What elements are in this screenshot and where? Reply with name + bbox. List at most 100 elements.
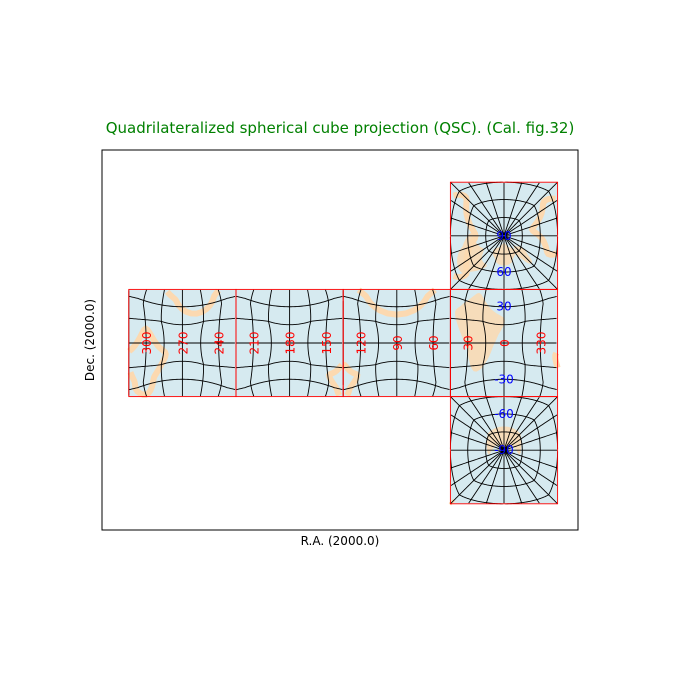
longitude-label: 120: [355, 332, 369, 355]
parallel-line: [235, 360, 343, 369]
meridian-line: [450, 432, 504, 451]
longitude-label: 30: [462, 335, 476, 350]
meridian-line: [504, 235, 558, 272]
meridian-line: [503, 182, 523, 236]
parallel-line: [235, 378, 343, 391]
longitude-label: 330: [534, 332, 548, 355]
land-patch: [457, 232, 487, 274]
meridian-line: [450, 396, 504, 451]
meridian-line: [504, 396, 540, 450]
parallel-line: [503, 317, 557, 326]
parallel-line: [485, 431, 523, 469]
meridian-line: [450, 235, 504, 272]
meridian-line: [504, 235, 558, 290]
land-patch: [528, 195, 558, 258]
meridian-line: [468, 182, 504, 236]
parallel-line: [128, 317, 235, 326]
meridian-line: [504, 235, 558, 254]
latitude-label: 60: [496, 265, 511, 279]
meridian-line: [450, 450, 504, 486]
meridian-line: [504, 450, 540, 504]
chart-title: Quadrilateralized spherical cube project…: [106, 119, 575, 137]
parallel-line: [467, 413, 541, 487]
parallel-line: [467, 199, 541, 273]
land-patch: [452, 191, 459, 199]
meridian-line: [450, 449, 504, 469]
meridian-line: [504, 450, 558, 486]
meridian-line: [504, 200, 558, 236]
parallel-line: [235, 317, 343, 326]
face-borders: [128, 181, 559, 505]
parallel-line: [343, 360, 450, 369]
latitude-label: -60: [494, 407, 514, 421]
meridian-line: [450, 235, 504, 254]
meridian-line: [504, 182, 558, 236]
meridian-line: [485, 236, 505, 290]
meridian-line: [504, 414, 558, 451]
meridian-line: [504, 450, 558, 504]
parallel-line: [503, 296, 557, 308]
graticule-labels: 300 270 240 210 180 150 120 90 60 30 0 3306030-30-6…: [140, 229, 548, 457]
parallel-line: [485, 217, 523, 255]
meridian-line: [504, 236, 540, 290]
longitude-label: 270: [176, 332, 190, 355]
parallel-line: [505, 236, 559, 290]
meridian-line: [504, 396, 558, 451]
x-axis-label: R.A. (2000.0): [301, 534, 380, 548]
land-patch: [552, 351, 561, 369]
parallel-line: [343, 378, 450, 391]
meridian-line: [504, 449, 558, 469]
meridian-line: [504, 217, 558, 237]
parallel-line: [505, 451, 559, 505]
parallel-line: [450, 317, 505, 326]
meridian-line: [485, 450, 505, 504]
parallel-line: [505, 181, 559, 235]
parallel-line: [449, 396, 503, 450]
parallel-line: [128, 378, 236, 391]
meridian-line: [450, 414, 504, 451]
meridian-line: [468, 236, 504, 290]
parallel-line: [505, 396, 559, 450]
longitude-label: 180: [284, 332, 298, 355]
meridian-line: [503, 450, 523, 504]
parallel-line: [235, 295, 343, 308]
meridian-line: [503, 396, 523, 450]
longitude-label: 150: [320, 332, 334, 355]
longitude-label: 300: [140, 332, 154, 355]
meridian-line: [450, 235, 504, 290]
parallel-line: [503, 360, 557, 369]
graticule: [128, 181, 559, 505]
meridian-line: [504, 182, 540, 236]
parallel-line: [128, 360, 235, 369]
longitude-label: 240: [213, 332, 227, 355]
parallel-line: [343, 295, 450, 308]
meridian-line: [485, 396, 505, 450]
meridian-line: [468, 396, 504, 450]
longitude-label: 90: [391, 335, 405, 350]
meridian-line: [468, 450, 504, 504]
parallel-line: [449, 181, 503, 235]
parallel-line: [449, 236, 503, 290]
meridian-line: [450, 200, 504, 236]
land-patch: [165, 288, 221, 317]
meridian-line: [503, 236, 523, 290]
meridian-line: [450, 450, 504, 504]
latitude-label: 30: [496, 300, 511, 314]
longitude-label: 60: [427, 335, 441, 350]
latitude-label: -30: [494, 372, 514, 386]
parallel-line: [503, 378, 557, 390]
longitude-label: 210: [247, 332, 261, 355]
land-patch: [326, 362, 345, 383]
parallel-line: [343, 317, 450, 326]
y-axis-label: Dec. (2000.0): [83, 299, 97, 381]
parallel-line: [449, 451, 503, 505]
parallel-line: [128, 295, 236, 308]
parallel-line: [450, 360, 505, 369]
pole-label: 90: [496, 229, 511, 243]
face-border: [128, 288, 237, 398]
meridian-line: [450, 182, 504, 236]
parallel-line: [450, 295, 505, 308]
meridian-line: [485, 182, 505, 236]
parallel-line: [450, 378, 505, 391]
